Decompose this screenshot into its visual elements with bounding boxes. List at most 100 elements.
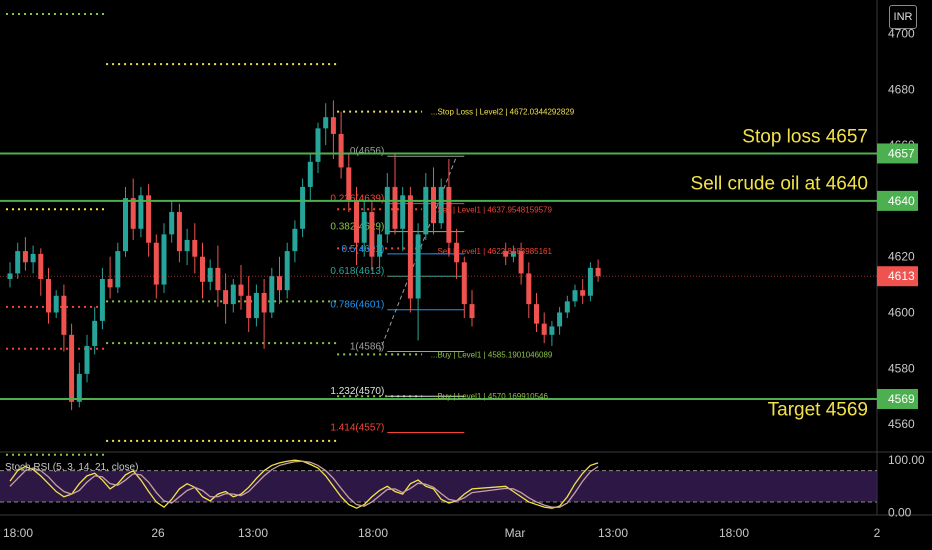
candle-body-35 <box>277 276 282 291</box>
candle-body-26 <box>207 267 213 282</box>
candle-body-59 <box>461 262 467 305</box>
x-tick-1: 26 <box>151 526 165 540</box>
candle-body-42 <box>330 117 336 134</box>
candle-body-38 <box>300 186 306 229</box>
candle-body-44 <box>346 167 352 201</box>
candle-body-47 <box>369 212 375 257</box>
candle-body-39 <box>307 161 313 187</box>
fib-label-0: 0(4656) <box>350 146 384 157</box>
candle-body-14 <box>115 251 121 288</box>
candle-body-34 <box>269 276 275 313</box>
candle-body-67 <box>549 326 555 335</box>
x-tick-3: 18:00 <box>358 526 388 540</box>
x-tick-5: 13:00 <box>598 526 628 540</box>
stoch-series-0 <box>9 459 599 509</box>
candle-body-56 <box>438 186 444 224</box>
candle-body-50 <box>392 186 398 229</box>
candle-body-18 <box>146 195 152 243</box>
candle-body-24 <box>192 239 198 257</box>
candle-body-33 <box>261 292 267 313</box>
y-tick-8: 4700 <box>888 26 915 40</box>
candle-body-9 <box>76 373 82 402</box>
level-label-3: ...Buy | Level1 | 4585.1901046089 <box>431 350 553 359</box>
x-tick-0: 18:00 <box>3 526 33 540</box>
price-tag-4569: 4569 <box>888 392 915 406</box>
candle-body-37 <box>292 228 298 252</box>
candle-body-52 <box>407 195 413 299</box>
candle-body-69 <box>564 301 570 313</box>
candle-body-25 <box>200 256 205 282</box>
level-label-1: ...Sell | Level1 | 4637.9548159579 <box>431 205 553 214</box>
candle-body-41 <box>323 117 329 129</box>
annotation-1: Sell crude oil at 4640 <box>691 174 868 195</box>
candle-body-51 <box>400 195 406 229</box>
candle-body-62 <box>510 251 516 257</box>
candle-body-16 <box>130 198 136 229</box>
candle-body-68 <box>557 312 563 327</box>
candle-body-54 <box>423 186 429 235</box>
candle-body-61 <box>503 251 509 257</box>
fib-label-8: 1.414(4557) <box>330 422 384 433</box>
candle-body-3 <box>30 253 36 263</box>
currency-button[interactable]: INR <box>889 5 917 29</box>
candle-body-8 <box>69 334 75 402</box>
candle-body-2 <box>22 251 28 263</box>
candle-body-27 <box>215 267 221 291</box>
y-tick-0: 4560 <box>888 417 915 431</box>
price-tag-bg-4640 <box>877 190 918 211</box>
candle-body-28 <box>223 290 229 305</box>
candle-body-53 <box>415 234 421 299</box>
candle-body-11 <box>92 320 98 346</box>
candle-body-43 <box>338 133 344 168</box>
candle-body-21 <box>169 212 175 235</box>
candle-body-49 <box>384 186 390 235</box>
x-tick-4: Mar <box>505 526 526 540</box>
candle-body-20 <box>161 234 167 285</box>
candle-body-22 <box>176 212 182 252</box>
candle-body-55 <box>431 186 436 224</box>
fib-label-3: 0.5(4621) <box>341 244 384 255</box>
candle-body-4 <box>38 253 44 280</box>
fib-label-1: 0.236(4639) <box>330 194 384 205</box>
y-tick-3: 4620 <box>888 250 915 264</box>
candle-body-15 <box>123 198 128 252</box>
candle-body-7 <box>61 295 67 335</box>
annotation-0: Stop loss 4657 <box>742 126 868 147</box>
candle-body-1 <box>15 251 21 274</box>
x-tick-7: 2 <box>874 526 881 540</box>
candle-body-71 <box>580 290 586 296</box>
fib-label-5: 0.786(4601) <box>330 300 384 311</box>
level-label-4: ...Buy | Level1 | 4570.169910546 <box>431 392 549 401</box>
candle-body-48 <box>377 234 383 257</box>
candle-body-30 <box>238 284 244 296</box>
x-tick-2: 13:00 <box>238 526 268 540</box>
price-tag-4640: 4640 <box>888 194 915 208</box>
candle-body-46 <box>361 212 367 243</box>
candle-body-6 <box>53 295 59 313</box>
level-label-2: ...Sell | Level1 | 4622.8483985161 <box>431 247 553 256</box>
stoch-y-tick-0: 0.00 <box>888 505 912 519</box>
candle-body-29 <box>230 284 236 305</box>
last-price-tag-bg <box>877 266 918 287</box>
candle-body-57 <box>446 186 452 243</box>
x-tick-6: 18:00 <box>719 526 749 540</box>
y-tick-7: 4680 <box>888 82 915 96</box>
price-tag-bg-4657 <box>877 143 918 164</box>
annotation-2: Target 4569 <box>768 400 868 421</box>
stoch-y-tick-1: 100.00 <box>888 453 925 467</box>
stoch-rsi-title: Stoch RSI (5, 3, 14, 21, close) <box>5 462 138 473</box>
level-label-0: ...Stop Loss | Level2 | 4672.0344292829 <box>431 108 575 117</box>
candle-body-58 <box>454 242 460 263</box>
candle-body-23 <box>184 239 190 252</box>
candle-body-66 <box>541 323 547 335</box>
candle-body-5 <box>46 279 51 313</box>
candle-body-60 <box>469 304 475 319</box>
stoch-series-1 <box>9 460 599 508</box>
candle-body-17 <box>138 195 144 229</box>
candle-body-19 <box>153 242 159 285</box>
fib-label-7: 1.232(4570) <box>330 386 384 397</box>
candle-body-31 <box>246 295 252 319</box>
candle-body-36 <box>284 251 290 291</box>
candle-body-45 <box>354 200 359 243</box>
